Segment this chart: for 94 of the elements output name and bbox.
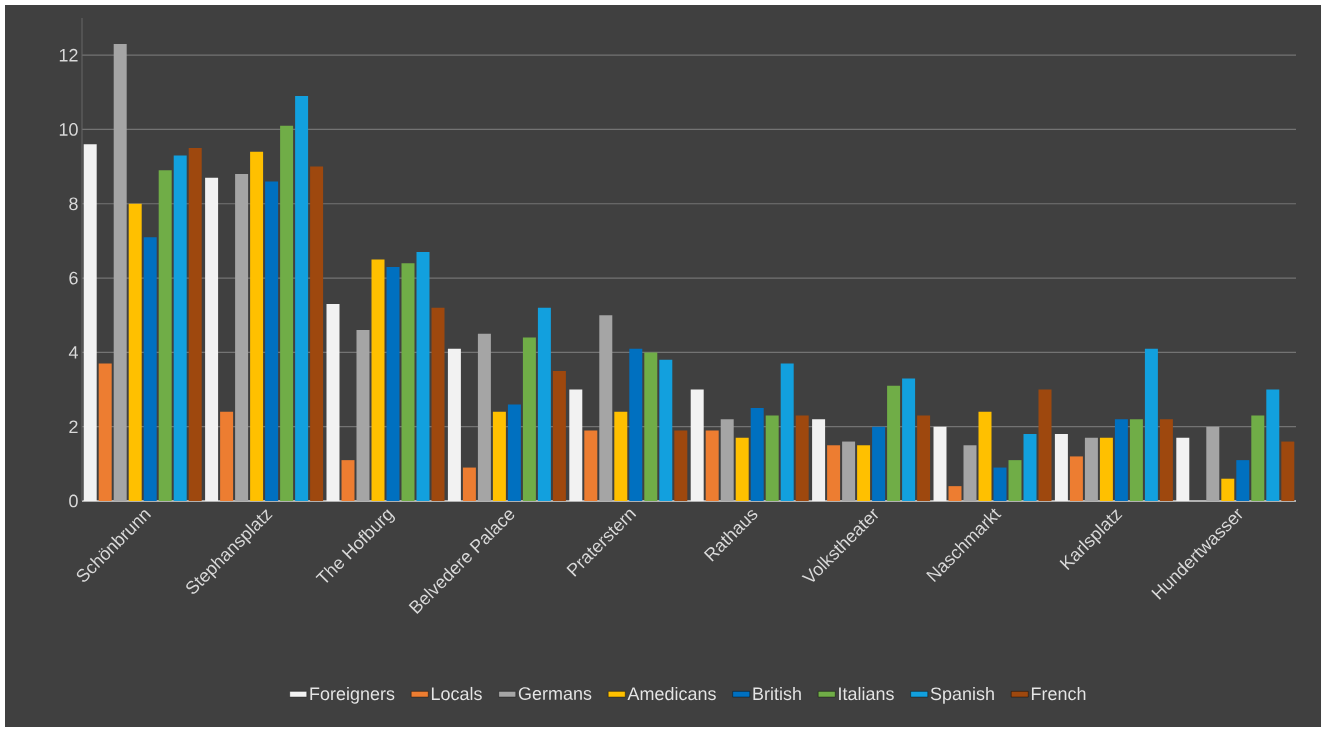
bar <box>1251 415 1265 501</box>
bar <box>447 348 461 501</box>
bar <box>795 415 809 501</box>
bar <box>629 348 643 501</box>
bar <box>401 263 415 501</box>
bar <box>1221 478 1235 501</box>
bar <box>143 237 157 501</box>
bar <box>1144 348 1158 501</box>
y-tick-label: 10 <box>59 123 78 136</box>
bar <box>584 430 598 501</box>
bar <box>1054 434 1068 501</box>
bar <box>1084 437 1098 501</box>
bar <box>1159 419 1173 501</box>
bar <box>341 460 355 501</box>
legend-label: British <box>753 686 801 701</box>
bar <box>477 333 491 501</box>
legend-label: Locals <box>431 686 482 701</box>
bar <box>158 170 172 501</box>
y-tick-label: 0 <box>69 494 78 508</box>
bar <box>812 419 826 501</box>
bar <box>872 426 886 501</box>
bar <box>765 415 779 501</box>
bar <box>416 252 430 501</box>
bar <box>705 430 719 501</box>
bar <box>250 151 264 501</box>
legend-label: Germans <box>518 687 592 700</box>
bar <box>993 467 1007 501</box>
bar <box>371 259 385 501</box>
legend-label: Italians <box>839 686 894 701</box>
bar <box>659 359 673 501</box>
y-tick-label: 6 <box>69 271 78 285</box>
bar <box>674 430 688 501</box>
bar <box>1038 389 1052 501</box>
bar <box>1281 441 1295 501</box>
y-tick-label: 12 <box>59 48 78 62</box>
bar <box>1114 419 1128 501</box>
bar <box>356 330 370 501</box>
bar <box>948 486 962 501</box>
bar <box>978 411 992 501</box>
legend-label: French <box>1031 686 1086 701</box>
bar <box>1176 437 1190 501</box>
bar <box>857 445 871 501</box>
bar <box>386 266 400 501</box>
bar <box>1236 460 1250 501</box>
bar <box>614 411 628 501</box>
bar <box>599 315 613 501</box>
bar <box>735 437 749 501</box>
bar <box>1099 437 1113 501</box>
bar <box>780 363 794 501</box>
bar <box>933 426 947 501</box>
bar <box>522 337 536 501</box>
legend-label: Spanish <box>930 686 994 704</box>
bar <box>1266 389 1280 501</box>
bar <box>750 408 764 501</box>
bar <box>963 445 977 501</box>
bar <box>235 174 249 501</box>
bar <box>280 125 294 501</box>
bar <box>552 370 566 501</box>
bar <box>462 467 476 501</box>
bar <box>902 378 916 501</box>
legend-label: Amedicans <box>627 686 716 701</box>
bar <box>492 411 506 501</box>
bar <box>310 166 324 501</box>
bar <box>113 44 127 501</box>
y-tick-label: 8 <box>69 197 78 211</box>
bar <box>827 445 841 501</box>
bar <box>569 389 583 501</box>
bar <box>507 404 521 501</box>
bar <box>173 155 187 501</box>
bar <box>1206 426 1220 501</box>
bar <box>205 177 219 501</box>
bar <box>83 144 97 501</box>
bar <box>326 304 340 501</box>
bar <box>720 419 734 501</box>
bar <box>265 181 279 501</box>
bar <box>842 441 856 501</box>
y-tick-label: 2 <box>69 420 78 433</box>
bar <box>220 411 234 501</box>
bar <box>1069 456 1083 501</box>
bar <box>917 415 931 501</box>
bar <box>128 203 142 501</box>
bar <box>1023 434 1037 501</box>
bar <box>644 352 658 501</box>
bar <box>1008 460 1022 501</box>
bar <box>188 148 202 501</box>
bar <box>98 363 112 501</box>
bar <box>431 307 445 501</box>
bar <box>537 307 551 501</box>
bar <box>295 96 309 501</box>
legend-label: Foreigners <box>310 686 395 704</box>
bar <box>887 385 901 501</box>
y-tick-label: 4 <box>68 346 78 359</box>
bar <box>690 389 704 501</box>
bar <box>1129 419 1143 501</box>
